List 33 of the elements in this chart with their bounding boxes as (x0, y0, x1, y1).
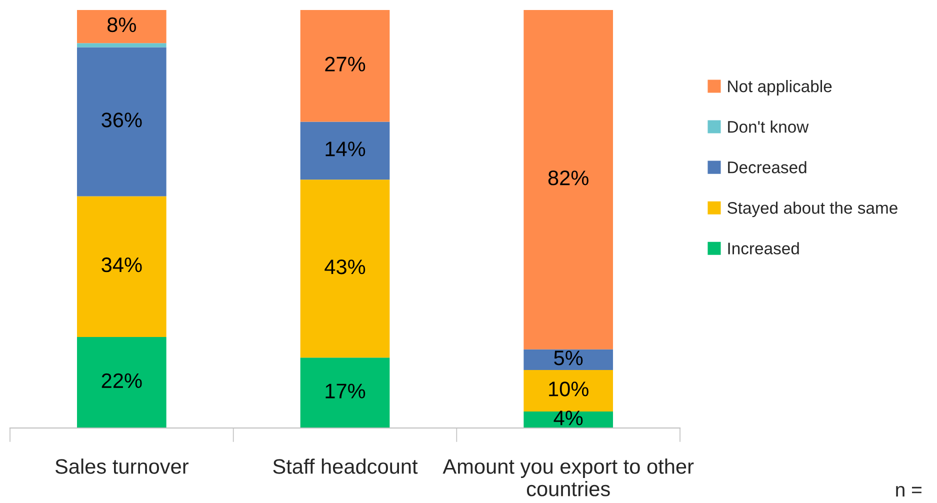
data-label: 10% (549, 382, 588, 396)
bar (300, 180, 390, 358)
x-tick-label: Amount you export to other countries (442, 458, 694, 496)
data-label: 4% (554, 410, 583, 426)
bar (77, 196, 166, 337)
x-tick-label: Sales turnover (55, 458, 188, 474)
data-label: 17% (326, 384, 366, 398)
x-tick-label: Staff headcount (273, 458, 418, 474)
bar (77, 43, 166, 48)
data-label: 8% (108, 17, 136, 32)
legend-label: Decreased (728, 161, 806, 174)
legend-label: Not applicable (728, 80, 832, 96)
bar (524, 10, 613, 350)
bar (300, 10, 390, 122)
data-label: 22% (102, 373, 142, 388)
data-label: 82% (548, 170, 588, 186)
bar (77, 336, 166, 428)
bar (77, 10, 166, 44)
legend-label: Increased (728, 242, 799, 254)
legend-label: Stayed about the same (727, 202, 898, 218)
bar (524, 370, 613, 412)
data-label: 14% (326, 142, 366, 156)
data-label: 34% (102, 257, 142, 272)
data-label: 36% (102, 112, 142, 128)
bar (77, 47, 166, 196)
data-label: 27% (325, 56, 366, 72)
bar (300, 122, 390, 180)
bar (300, 358, 390, 428)
text: n = (896, 486, 922, 496)
data-label: 5% (554, 350, 583, 366)
bar (524, 349, 613, 370)
data-label: 43% (324, 260, 366, 274)
legend-label: Don't know (728, 120, 809, 133)
